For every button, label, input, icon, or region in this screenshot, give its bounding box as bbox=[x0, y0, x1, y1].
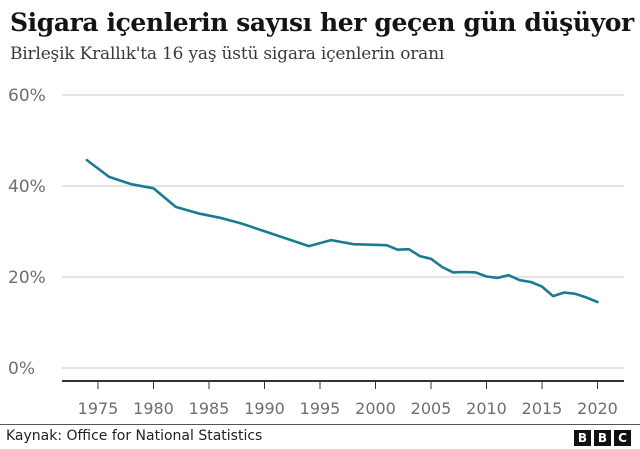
x-tick-label: 1990 bbox=[244, 399, 285, 418]
x-tick-label: 1995 bbox=[300, 399, 341, 418]
gridlines bbox=[62, 94, 624, 369]
chart-subtitle: Birleşik Krallık'ta 16 yaş üstü sigara i… bbox=[10, 44, 445, 64]
y-tick-label: 40% bbox=[8, 177, 46, 197]
y-tick-label: 20% bbox=[8, 268, 46, 288]
y-tick-label: 0% bbox=[8, 359, 35, 379]
x-tick-label: 1985 bbox=[189, 399, 230, 418]
bbc-logo-letter: B bbox=[594, 430, 611, 446]
bbc-logo: B B C bbox=[574, 430, 631, 446]
x-tick-label: 2015 bbox=[522, 399, 563, 418]
x-tick-label: 2000 bbox=[355, 399, 396, 418]
y-axis-labels: 0% 20% 40% 60% bbox=[8, 86, 46, 379]
x-axis-ticks: 1975 1980 1985 1990 1995 2000 2005 2010 2015 2020 bbox=[78, 381, 618, 418]
bbc-logo-letter: C bbox=[614, 430, 631, 446]
line-chart: 0% 20% 40% 60% 1975 1980 1985 1990 1995 2000 2005… bbox=[8, 86, 624, 418]
x-tick-label: 2010 bbox=[466, 399, 507, 418]
smoking-rate-line bbox=[85, 158, 599, 304]
footer-divider bbox=[0, 424, 640, 425]
x-tick-label: 2005 bbox=[411, 399, 452, 418]
source-note: Kaynak: Office for National Statistics bbox=[6, 428, 263, 444]
x-tick-label: 1975 bbox=[78, 399, 119, 418]
x-tick-label: 2020 bbox=[577, 399, 618, 418]
y-tick-label: 60% bbox=[8, 86, 46, 106]
x-tick-label: 1980 bbox=[133, 399, 174, 418]
bbc-logo-letter: B bbox=[574, 430, 591, 446]
chart-title: Sigara içenlerin sayısı her geçen gün dü… bbox=[10, 8, 634, 37]
